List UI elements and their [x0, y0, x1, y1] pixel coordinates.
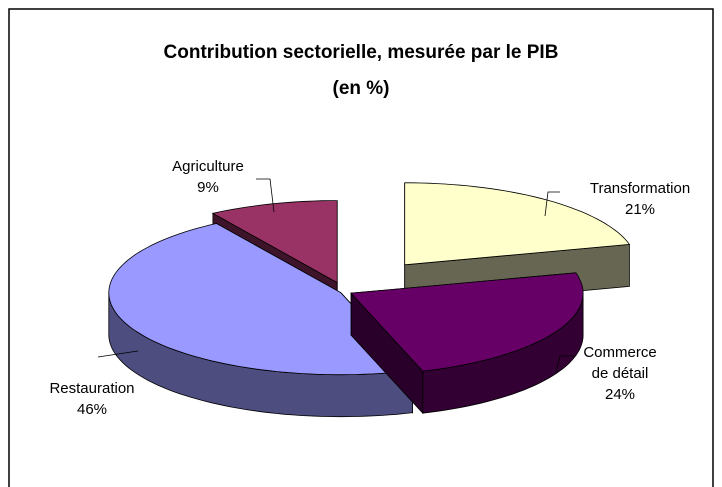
leader-line — [544, 191, 560, 217]
slice — [211, 200, 338, 284]
value-label: 21% — [624, 201, 656, 218]
slice-label: Agriculture 9% — [148, 156, 268, 198]
slice — [350, 272, 584, 372]
frame — [8, 8, 714, 487]
slice-label: Commerce de détail 24% — [560, 342, 680, 405]
category-label: Commerce de détail — [583, 344, 657, 382]
slice-label: Restauration 46% — [32, 378, 152, 420]
slice — [108, 223, 414, 376]
slice-label: Transformation 21% — [580, 178, 700, 220]
leader-line — [256, 178, 275, 213]
chart-title: Contribution sectorielle, mesurée par le… — [163, 42, 559, 63]
category-label: Restauration — [49, 380, 135, 397]
leader-line — [555, 355, 575, 373]
leader-line — [97, 350, 139, 358]
value-label: 9% — [197, 179, 219, 196]
chart-subtitle: (en %) — [332, 78, 390, 99]
value-label: 24% — [604, 386, 636, 403]
category-label: Agriculture — [172, 158, 244, 175]
category-label: Transformation — [589, 180, 691, 197]
value-label: 46% — [76, 401, 108, 418]
